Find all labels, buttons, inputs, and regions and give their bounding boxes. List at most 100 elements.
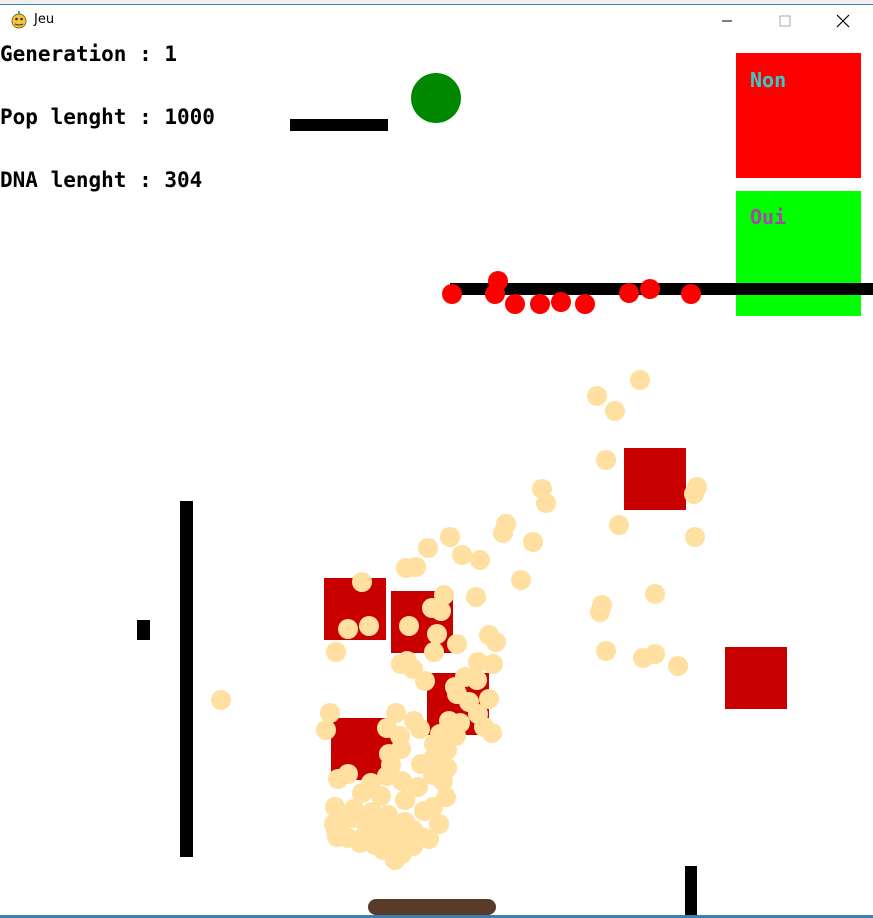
agent-dot [427,624,447,644]
game-scene: Generation : 1 Pop lenght : 1000 DNA len… [0,42,873,915]
agent-dot [429,814,449,834]
agent-dot [431,601,451,621]
bottom-window-edge [0,915,873,918]
agent-dot [371,786,391,806]
agent-dot [493,523,513,543]
agent-dot [386,703,406,723]
agent-dot [424,642,444,662]
agent-dot [412,827,432,847]
agent-dot [668,656,688,676]
oui-button-label: Oui [750,205,786,229]
dead-agent-dot [551,292,571,312]
agent-dot [338,619,358,639]
non-button-label: Non [750,68,786,92]
agent-dot [447,634,467,654]
agent-dot [359,616,379,636]
small-left-block [137,620,150,640]
agent-dot [596,450,616,470]
agent-dot [609,515,629,535]
agent-dot [605,401,625,421]
left-vertical-wall [180,501,193,857]
minimize-button[interactable] [698,5,756,37]
agent-dot [396,828,416,848]
agent-dot [486,632,506,652]
agent-dot [408,777,428,797]
agent-dot [684,484,704,504]
dna-label: DNA lenght : 304 [0,168,202,192]
agent-dot [415,671,435,691]
agent-dot [326,820,346,840]
target-circle [411,73,461,123]
agent-dot [352,783,372,803]
bottom-right-post [685,866,697,915]
maximize-icon [779,15,791,27]
agent-dot [466,587,486,607]
agent-dot [630,370,650,390]
long-horizontal-wall [450,283,873,295]
agent-dot [392,771,412,791]
agent-dot [414,801,434,821]
agent-dot [470,550,490,570]
agent-dot [452,545,472,565]
dead-agent-dot [442,284,462,304]
agent-dot [395,790,415,810]
dead-agents-group [442,271,701,314]
agent-dot [587,386,607,406]
agent-dot [391,739,411,759]
minimize-icon [722,20,732,22]
agent-dot [523,532,543,552]
dead-agent-dot [681,284,701,304]
agent-dot [433,771,453,791]
oui-button-bg[interactable] [736,191,861,316]
close-button[interactable] [814,5,872,37]
oui-button[interactable]: Oui [736,191,861,316]
agent-dot [468,652,488,672]
agent-dot [326,642,346,662]
spawn-pad [368,899,496,915]
agent-dot [410,719,430,739]
generation-label: Generation : 1 [0,42,177,66]
window-titlebar[interactable]: Jeu [0,5,873,37]
agent-dot [482,723,502,743]
agent-dot [483,654,503,674]
pygame-snake-icon [11,11,27,29]
agent-dot [479,689,499,709]
agent-dot [352,572,372,592]
agent-dot [645,584,665,604]
agent-dot [596,641,616,661]
agents-group [211,370,707,870]
top-short-wall [290,119,388,131]
dead-agent-dot [505,294,525,314]
agent-dot [440,527,460,547]
agent-dot [434,585,454,605]
dead-agent-dot [485,284,505,304]
agent-dot [399,616,419,636]
close-icon [836,14,850,28]
agent-dot [645,644,665,664]
dead-agent-dot [575,294,595,314]
dead-agent-dot [640,279,660,299]
non-button[interactable]: Non [736,53,861,178]
agent-dot [396,558,416,578]
non-button-bg[interactable] [736,53,861,178]
maximize-button[interactable] [756,5,814,37]
population-label: Pop lenght : 1000 [0,105,215,129]
agent-dot [385,850,405,870]
agent-dot [536,493,556,513]
obstacle-square [624,448,686,510]
dead-agent-dot [619,283,639,303]
agent-dot [590,602,610,622]
spawn-ground [368,899,496,915]
top-window-edge [0,0,873,5]
game-canvas[interactable]: Generation : 1 Pop lenght : 1000 DNA len… [0,37,873,915]
agent-dot [316,720,336,740]
agent-dot [211,690,231,710]
agent-dot [320,703,340,723]
agent-dot [467,670,487,690]
obstacle-square [725,647,787,709]
agent-dot [338,764,358,784]
agent-dot [511,570,531,590]
window-title: Jeu [34,12,55,27]
agent-dot [418,538,438,558]
agent-dot [685,527,705,547]
